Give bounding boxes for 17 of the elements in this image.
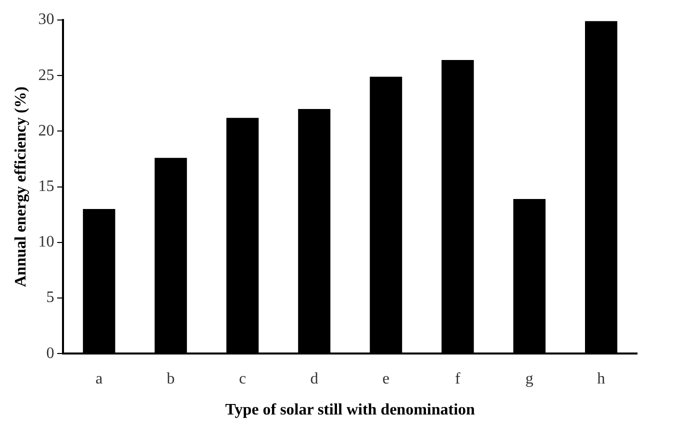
y-tick-label: 30 xyxy=(38,11,54,28)
y-tick-label: 15 xyxy=(38,178,54,196)
y-tick-label: 20 xyxy=(38,122,54,140)
y-axis-title: Annual energy efficiency (%) xyxy=(12,86,30,288)
y-tick-label: 0 xyxy=(46,344,54,362)
x-tick-label: e xyxy=(382,370,390,388)
x-tick-label: c xyxy=(238,370,246,388)
y-tick-label: 25 xyxy=(38,66,54,84)
x-tick-label: g xyxy=(525,370,534,388)
y-tick-label: 10 xyxy=(38,234,54,251)
x-tick-label: a xyxy=(96,370,103,388)
x-tick-label: d xyxy=(310,370,318,388)
x-tick-label: f xyxy=(455,370,462,388)
x-tick-label: h xyxy=(597,370,606,388)
x-tick-label: b xyxy=(166,370,175,388)
y-tick-label: 5 xyxy=(46,289,54,306)
x-axis-title: Type of solar still with denomination xyxy=(225,402,476,419)
